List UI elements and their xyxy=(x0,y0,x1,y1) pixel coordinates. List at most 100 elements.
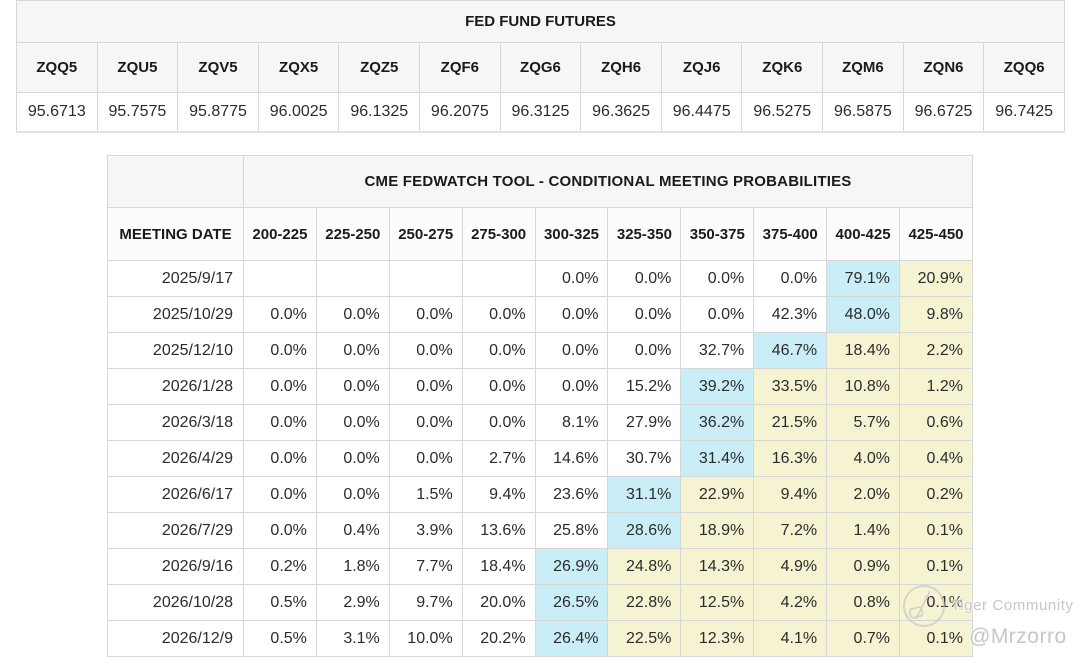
futures-table-title: FED FUND FUTURES xyxy=(16,0,1065,43)
futures-col-header-zqv5: ZQV5 xyxy=(177,42,259,93)
probability-cell: 1.2% xyxy=(899,368,973,405)
futures-price-cell: 96.1325 xyxy=(338,92,421,132)
probability-cell: 18.4% xyxy=(461,548,536,585)
probability-cell: 0.0% xyxy=(315,476,390,513)
probability-cell: 2.9% xyxy=(315,584,390,621)
probability-cell: 16.3% xyxy=(753,440,828,477)
fedwatch-table-title: CME FEDWATCH TOOL - CONDITIONAL MEETING … xyxy=(243,155,973,208)
probability-cell: 20.0% xyxy=(461,584,536,621)
probability-cell: 21.5% xyxy=(753,404,828,441)
futures-price-cell: 96.5875 xyxy=(822,92,904,132)
probability-cell: 0.0% xyxy=(388,296,463,333)
probability-cell: 0.0% xyxy=(534,296,609,333)
probability-cell: 30.7% xyxy=(607,440,682,477)
probability-row: 2026/7/29 0.0% 0.4% 3.9% 13.6% 25.8% 28.6% 18.9… xyxy=(107,512,973,549)
meeting-date-cell: 2026/4/29 xyxy=(107,440,244,477)
futures-price-cell: 96.7425 xyxy=(983,92,1065,132)
probability-cell: 3.9% xyxy=(388,512,463,549)
futures-col-header-zqq5: ZQQ5 xyxy=(16,42,98,93)
futures-col-header-zqj6: ZQJ6 xyxy=(660,42,743,93)
futures-col-header-zqu5: ZQU5 xyxy=(96,42,179,93)
probability-row: 2026/9/16 0.2% 1.8% 7.7% 18.4% 26.9% 24.8% 14.3… xyxy=(107,548,973,585)
futures-price-cell: 96.0025 xyxy=(257,92,340,132)
probability-cell: 22.5% xyxy=(607,620,682,657)
probability-cell: 0.0% xyxy=(243,404,317,441)
futures-price-cell: 96.2075 xyxy=(419,92,501,132)
futures-price-cell: 95.7575 xyxy=(96,92,179,132)
futures-col-header-zqm6: ZQM6 xyxy=(822,42,904,93)
probability-cell: 0.0% xyxy=(461,332,536,369)
fedwatch-header-row: MEETING DATE 200-225 225-250 250-275 275-30… xyxy=(107,207,973,261)
probability-cell: 24.8% xyxy=(607,548,682,585)
tiger-logo-icon xyxy=(903,585,945,627)
futures-values-row: 95.6713 95.7575 95.8775 96.0025 96.1325 96.20… xyxy=(16,92,1065,132)
probability-cell: 0.4% xyxy=(899,440,973,477)
probability-cell: 9.4% xyxy=(753,476,828,513)
probability-row: 2026/4/29 0.0% 0.0% 0.0% 2.7% 14.6% 30.7% 31.4%… xyxy=(107,440,973,477)
probability-cell: 9.7% xyxy=(388,584,463,621)
futures-price-cell: 96.3125 xyxy=(499,92,582,132)
probability-cell: 0.1% xyxy=(899,512,973,549)
rate-range-header-350-375: 350-375 xyxy=(680,207,755,261)
probability-cell: 0.0% xyxy=(388,440,463,477)
probability-cell: 0.0% xyxy=(243,440,317,477)
probability-cell: 0.0% xyxy=(461,368,536,405)
meeting-date-cell: 2026/7/29 xyxy=(107,512,244,549)
probability-cell: 46.7% xyxy=(753,332,828,369)
probability-cell: 39.2% xyxy=(680,368,755,405)
probability-cell: 12.3% xyxy=(680,620,755,657)
probability-cell: 36.2% xyxy=(680,404,755,441)
probability-cell: 0.0% xyxy=(388,332,463,369)
probability-cell: 0.5% xyxy=(243,584,317,621)
probability-row: 2025/10/29 0.0% 0.0% 0.0% 0.0% 0.0% 0.0% 0.0% 42… xyxy=(107,296,973,333)
probability-cell: 18.4% xyxy=(826,332,901,369)
probability-cell: 10.8% xyxy=(826,368,901,405)
probability-cell: 22.9% xyxy=(680,476,755,513)
probability-cell: 2.7% xyxy=(461,440,536,477)
probability-cell: 0.0% xyxy=(607,332,682,369)
probability-cell: 9.4% xyxy=(461,476,536,513)
probability-cell: 1.5% xyxy=(388,476,463,513)
probability-cell: 28.6% xyxy=(607,512,682,549)
probability-cell: 4.9% xyxy=(753,548,828,585)
probability-cell: 0.0% xyxy=(388,368,463,405)
probability-cell: 0.0% xyxy=(315,332,390,369)
probability-cell: 26.9% xyxy=(534,548,609,585)
futures-col-header-zqn6: ZQN6 xyxy=(902,42,985,93)
probability-cell: 0.0% xyxy=(315,368,390,405)
probability-cell xyxy=(461,260,536,297)
probability-cell: 0.1% xyxy=(899,548,973,585)
probability-row: 2026/10/28 0.5% 2.9% 9.7% 20.0% 26.5% 22.8% 12.… xyxy=(107,584,973,621)
probability-cell: 0.2% xyxy=(899,476,973,513)
probability-cell: 79.1% xyxy=(826,260,901,297)
probability-cell: 0.0% xyxy=(534,260,609,297)
probability-cell: 12.5% xyxy=(680,584,755,621)
rate-range-header-400-425: 400-425 xyxy=(826,207,901,261)
probability-cell: 0.6% xyxy=(899,404,973,441)
probability-cell: 7.7% xyxy=(388,548,463,585)
probability-cell: 0.0% xyxy=(388,404,463,441)
probability-cell: 0.0% xyxy=(607,260,682,297)
futures-price-cell: 96.5275 xyxy=(741,92,824,132)
futures-price-cell: 96.4475 xyxy=(660,92,743,132)
futures-title-row: FED FUND FUTURES xyxy=(16,0,1065,43)
probability-cell: 32.7% xyxy=(680,332,755,369)
probability-cell: 0.0% xyxy=(461,404,536,441)
probability-row: 2026/1/28 0.0% 0.0% 0.0% 0.0% 0.0% 15.2% 39.2% 3… xyxy=(107,368,973,405)
futures-price-cell: 95.8775 xyxy=(177,92,259,132)
probability-cell: 48.0% xyxy=(826,296,901,333)
probability-cell: 14.3% xyxy=(680,548,755,585)
probability-cell: 26.5% xyxy=(534,584,609,621)
probability-cell: 0.0% xyxy=(680,260,755,297)
probability-cell: 4.2% xyxy=(753,584,828,621)
probability-cell: 23.6% xyxy=(534,476,609,513)
probability-cell: 26.4% xyxy=(534,620,609,657)
probability-cell: 0.0% xyxy=(243,368,317,405)
meeting-date-header: MEETING DATE xyxy=(107,207,244,261)
probability-row: 2026/6/17 0.0% 0.0% 1.5% 9.4% 23.6% 31.1% 22.9%… xyxy=(107,476,973,513)
probability-cell: 31.4% xyxy=(680,440,755,477)
futures-price-cell: 96.6725 xyxy=(902,92,985,132)
probability-cell: 20.9% xyxy=(899,260,973,297)
probability-cell: 1.4% xyxy=(826,512,901,549)
rate-range-header-200-225: 200-225 xyxy=(243,207,317,261)
